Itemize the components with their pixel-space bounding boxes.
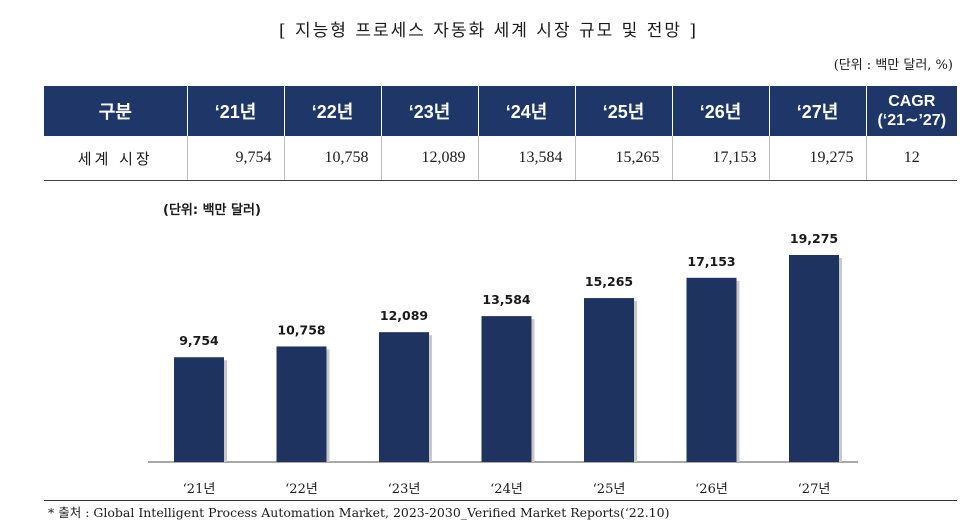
chart-unit-label: (단위: 백만 달러) [163,203,261,218]
source-divider [44,500,957,501]
bar-value-label: 19,275 [790,231,838,246]
table-row: 세계 시장 9,754 10,758 12,089 13,584 15,265 … [44,136,957,181]
bar-chart: 9,754 ‘21년 10,758 ‘22년 12,089 ‘23년 13,584 ‘24년 1… [148,231,858,497]
bar [481,316,532,462]
bar [789,255,839,462]
bar-value-label: 9,754 [179,333,219,348]
x-tick-label: ‘23년 [388,482,421,497]
header-cagr-line2: (‘21∼’27) [877,112,947,129]
header-category: 구분 [44,86,187,136]
page-title: [ 지능형 프로세스 자동화 세계 시장 규모 및 전망 ] [278,21,699,41]
table-cell-value: 17,153 [671,136,769,181]
header-year: ‘24년 [477,86,575,136]
x-tick-label: ‘27년 [798,482,831,497]
bar-value-label: 15,265 [585,274,633,289]
header-year: ‘21년 [186,86,284,136]
bar [276,346,327,462]
table-cell-value: 19,275 [768,136,866,181]
header-cagr: CAGR (‘21∼’27) [865,86,957,136]
row-label: 세계 시장 [44,136,187,181]
header-year: ‘25년 [574,86,672,136]
bar-value-label: 13,584 [482,292,531,307]
header-year: ‘26년 [671,86,769,136]
x-tick-label: ‘24년 [490,482,523,497]
x-tick-label: ‘21년 [183,482,216,497]
table-cell-value: 9,754 [186,136,284,181]
bar [584,298,634,462]
bar [686,277,737,462]
bar-value-label: 12,089 [380,308,428,323]
x-tick-label: ‘22년 [285,482,318,497]
bar [379,332,429,462]
header-year: ‘27년 [768,86,866,136]
table-cell-value: 15,265 [574,136,672,181]
x-tick-label: ‘25년 [593,482,626,497]
source-note: * 출처 : Global Intelligent Process Automa… [48,505,670,520]
header-year: ‘22년 [283,86,381,136]
table-cell-value: 10,758 [283,136,381,181]
table-cell-value: 13,584 [477,136,575,181]
table-cell-cagr: 12 [865,136,957,181]
table-header-row: 구분 ‘21년 ‘22년 ‘23년 ‘24년 ‘25년 ‘26년 ‘27년 CA… [44,86,957,136]
table-cell-value: 12,089 [380,136,478,181]
table-unit-label: (단위 : 백만 달러, %) [833,58,953,73]
header-year: ‘23년 [380,86,478,136]
bar [174,357,224,462]
market-size-table: 구분 ‘21년 ‘22년 ‘23년 ‘24년 ‘25년 ‘26년 ‘27년 CA… [44,86,957,181]
bar-value-label: 10,758 [277,322,325,337]
header-cagr-line1: CAGR [888,93,936,110]
bar-value-label: 17,153 [687,254,735,269]
x-tick-label: ‘26년 [695,482,728,497]
